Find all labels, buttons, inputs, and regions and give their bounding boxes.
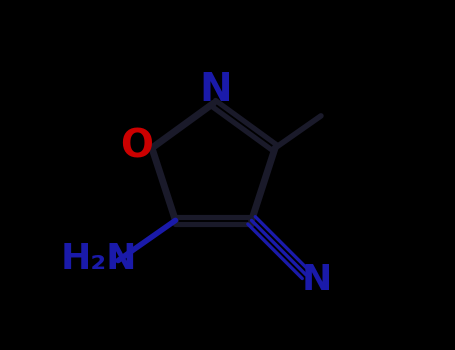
Text: O: O [120, 127, 153, 165]
Text: H₂N: H₂N [61, 242, 137, 276]
Text: N: N [199, 71, 232, 109]
Text: N: N [301, 263, 332, 297]
